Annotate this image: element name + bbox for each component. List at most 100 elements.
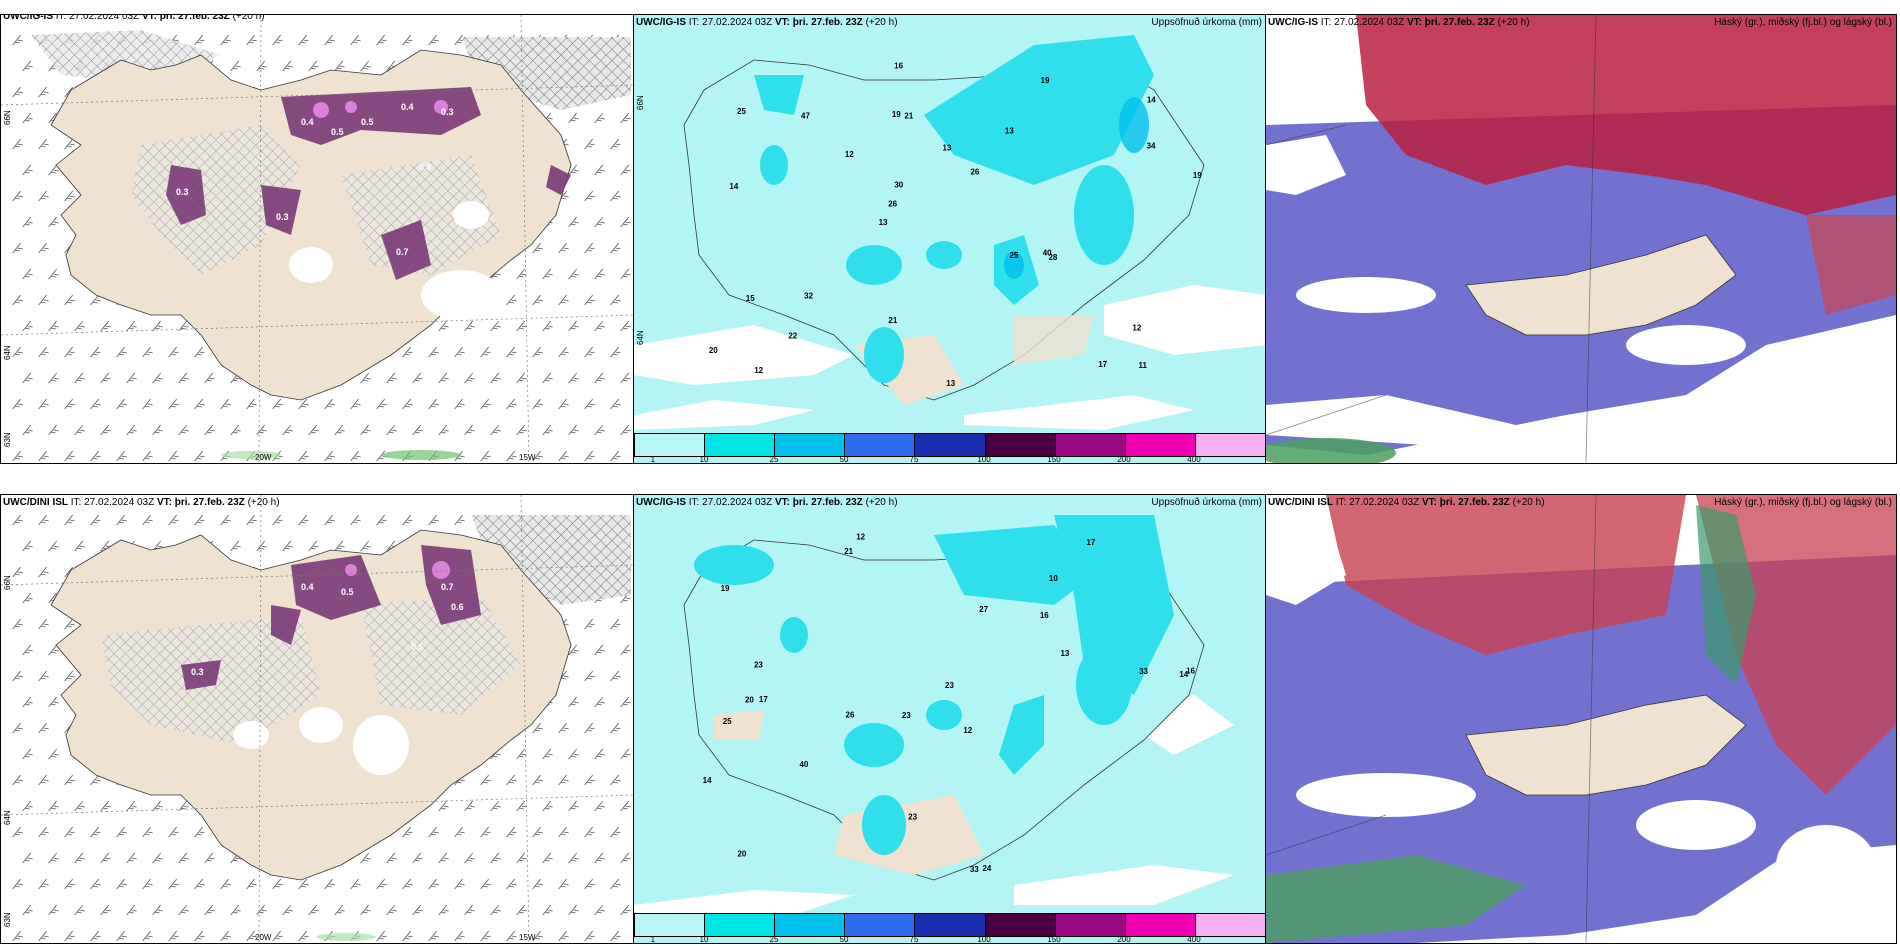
wind-barb [568, 112, 579, 124]
wet-snow-labels: 0.4 0.5 0.5 0.4 0.3 0.6 0.3 0.3 0.7 [176, 102, 454, 257]
wind-barb [152, 904, 163, 916]
precip-value-label: 12 [1132, 324, 1141, 333]
wind-barb [490, 904, 501, 916]
colorbar-tick-label: 200 [1117, 935, 1131, 944]
wind-barb [594, 424, 605, 436]
wind-barb [542, 904, 553, 916]
wind-barb [610, 190, 621, 202]
precip-value-label: 21 [844, 547, 853, 556]
wind-barb [324, 878, 335, 890]
wind-barb [594, 112, 605, 124]
wind-barb [126, 904, 137, 916]
wind-barb [246, 34, 257, 46]
colorbar-tick-label: 50 [839, 935, 849, 944]
wind-barb [12, 670, 23, 682]
colorbar-segment [1125, 914, 1196, 936]
precip-value-label: 13 [1005, 126, 1014, 135]
wind-barb [38, 190, 49, 202]
wind-barb [116, 826, 127, 838]
wind-barb [194, 450, 205, 462]
wind-barb [22, 268, 33, 280]
wind-barb [584, 722, 595, 734]
colorbar-segment [705, 434, 776, 456]
wind-barb [220, 514, 231, 526]
wind-barb [454, 346, 465, 358]
wind-barb [48, 904, 59, 916]
wind-barb [490, 800, 501, 812]
wind-barb [558, 722, 569, 734]
precip-value-label: 16 [1186, 667, 1195, 676]
wind-barb [90, 826, 101, 838]
svg-text:0.3: 0.3 [191, 667, 204, 677]
wind-barb [204, 424, 215, 436]
wind-barb [308, 60, 319, 72]
wind-barb [204, 904, 215, 916]
panel-variable: Háský (gr.), miðský (fj.bl.) og lágský (… [1714, 497, 1892, 508]
svg-text:0.3: 0.3 [276, 212, 289, 222]
lat-label: 66N [3, 575, 12, 590]
map-wind-bottom: 0.4 0.5 0.7 0.6 0.3 0.5 [1, 495, 634, 943]
wind-barb [74, 424, 85, 436]
wind-barb [48, 748, 59, 760]
colorbar-tick-label: 400 [1187, 935, 1201, 944]
wind-barb [558, 450, 569, 462]
precip-value-label: 17 [1086, 538, 1095, 547]
wind-barb [620, 424, 631, 436]
wind-barb [22, 904, 33, 916]
panel-header: UWC/IG-IS IT: 27.02.2024 03Z VT: þri. 27… [3, 14, 265, 22]
wind-barb [584, 878, 595, 890]
wind-barb [38, 86, 49, 98]
svg-text:0.4: 0.4 [301, 117, 314, 127]
wind-barb [64, 670, 75, 682]
colorbar-tick-label: 1 [650, 935, 656, 944]
wind-barb [480, 826, 491, 838]
wind-barb [230, 60, 241, 72]
wind-barb [610, 930, 621, 942]
wind-barb [64, 774, 75, 786]
wind-barb [594, 644, 605, 656]
colorbar-tick-label: 100 [977, 455, 991, 464]
wind-barb [610, 826, 621, 838]
wind-barb [178, 424, 189, 436]
wind-barb [594, 372, 605, 384]
colorbar-segment [915, 914, 986, 936]
cloud-low [1266, 438, 1396, 463]
colorbar-tick-label: 200 [1117, 455, 1131, 464]
wind-barb [168, 346, 179, 358]
wind-barb [594, 320, 605, 332]
colorbar [634, 433, 1266, 457]
wind-barb [532, 826, 543, 838]
colorbar-tick-label: 1 [650, 455, 656, 464]
wind-barb [568, 800, 579, 812]
panel-clouds-top: UWC/IG-IS IT: 27.02.2024 03Z VT: þri. 27… [1265, 14, 1897, 464]
wind-barb [324, 34, 335, 46]
wind-barb [350, 450, 361, 462]
lon-label: 20W [255, 933, 272, 942]
wind-barb [38, 566, 49, 578]
svg-text:0.3: 0.3 [441, 107, 454, 117]
wind-barb [506, 346, 517, 358]
wind-barb [308, 904, 319, 916]
wind-barb [506, 878, 517, 890]
wind-barb [454, 514, 465, 526]
wind-barb [532, 450, 543, 462]
lat-label: 63N [3, 432, 12, 447]
wind-barb [584, 774, 595, 786]
wind-barb [490, 424, 501, 436]
wet-snow-areas [181, 545, 481, 690]
wind-barb [412, 904, 423, 916]
cloud-low [1696, 505, 1756, 685]
svg-text:0.5: 0.5 [411, 642, 424, 652]
precip-value-label: 23 [908, 812, 917, 821]
wind-barb [168, 450, 179, 462]
wind-barb [610, 346, 621, 358]
wind-barb [532, 722, 543, 734]
wind-barb [584, 826, 595, 838]
wind-barb [428, 398, 439, 410]
precip-value-label: 25 [737, 107, 746, 116]
wind-barb [594, 268, 605, 280]
wind-barb [38, 774, 49, 786]
wind-barb [542, 852, 553, 864]
wind-barb [22, 540, 33, 552]
wind-barb [464, 904, 475, 916]
